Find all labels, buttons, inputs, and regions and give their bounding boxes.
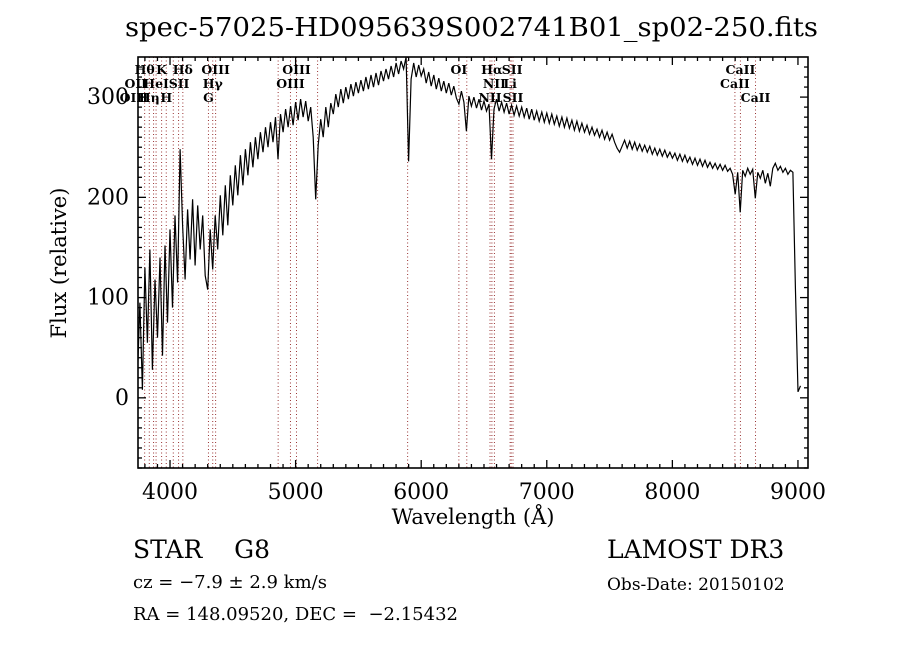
y-axis-label: Flux (relative) xyxy=(47,188,71,339)
x-axis-label: Wavelength (Å) xyxy=(392,504,555,529)
spectral-line-label: CaII xyxy=(720,76,750,91)
y-tick-label: 100 xyxy=(87,286,129,311)
spectral-line-label: SII xyxy=(502,62,523,77)
obsdate-text: Obs-Date: 20150102 xyxy=(607,575,785,595)
y-tick-label: 200 xyxy=(87,185,129,210)
spectral-line-label: NII xyxy=(478,90,501,105)
classification-text: STAR G8 xyxy=(133,535,270,564)
spectral-line-label: OIII xyxy=(120,90,149,105)
spectral-line-label: CaII xyxy=(726,62,756,77)
spectral-line-label: K xyxy=(156,62,168,77)
spectral-line-label: Hγ xyxy=(203,76,224,91)
y-tick-label: 0 xyxy=(115,386,129,411)
x-tick-label: 7000 xyxy=(519,480,575,505)
spectral-line-label: Hη xyxy=(139,90,160,105)
spectrum-curve xyxy=(138,57,802,393)
x-tick-label: 9000 xyxy=(770,480,826,505)
spectral-line-label: H xyxy=(160,90,172,105)
cz-text: cz = −7.9 ± 2.9 km/s xyxy=(133,572,327,593)
survey-text: LAMOST DR3 xyxy=(607,535,785,564)
x-tick-label: 6000 xyxy=(393,480,449,505)
spectral-line-label: Hδ xyxy=(173,62,193,77)
spectral-line-label: OI xyxy=(450,62,467,77)
spectrum-line xyxy=(138,57,802,393)
spectral-line-label: OIII xyxy=(282,62,311,77)
axes: 4000 5000 6000 7000 8000 9000 0 100 200 300 xyxy=(87,56,826,505)
spectral-line-label: OIII xyxy=(201,62,230,77)
spectral-line-label: SII xyxy=(503,90,524,105)
x-tick-label: 8000 xyxy=(644,480,700,505)
spectral-line-label: NII xyxy=(483,76,506,91)
spectral-line-label: Hθ xyxy=(135,62,155,77)
spectral-line-label: OIII xyxy=(276,76,305,91)
spectral-line-label: Hα xyxy=(481,62,503,77)
x-tick-label: 4000 xyxy=(142,480,198,505)
spectral-line-label: CaII xyxy=(741,90,771,105)
y-tick-label: 300 xyxy=(87,85,129,110)
spectral-line-label: HeI xyxy=(143,76,169,91)
spectral-line-markers xyxy=(144,57,757,468)
plot-title: spec-57025-HD095639S002741B01_sp02-250.f… xyxy=(125,13,818,43)
spectral-line-label: G xyxy=(203,90,214,105)
x-tick-label: 5000 xyxy=(268,480,324,505)
plot-frame xyxy=(137,56,809,469)
radec-text: RA = 148.09520, DEC = −2.15432 xyxy=(133,604,458,625)
spectral-line-label: Li xyxy=(503,76,517,91)
spectral-line-label: SII xyxy=(169,76,190,91)
